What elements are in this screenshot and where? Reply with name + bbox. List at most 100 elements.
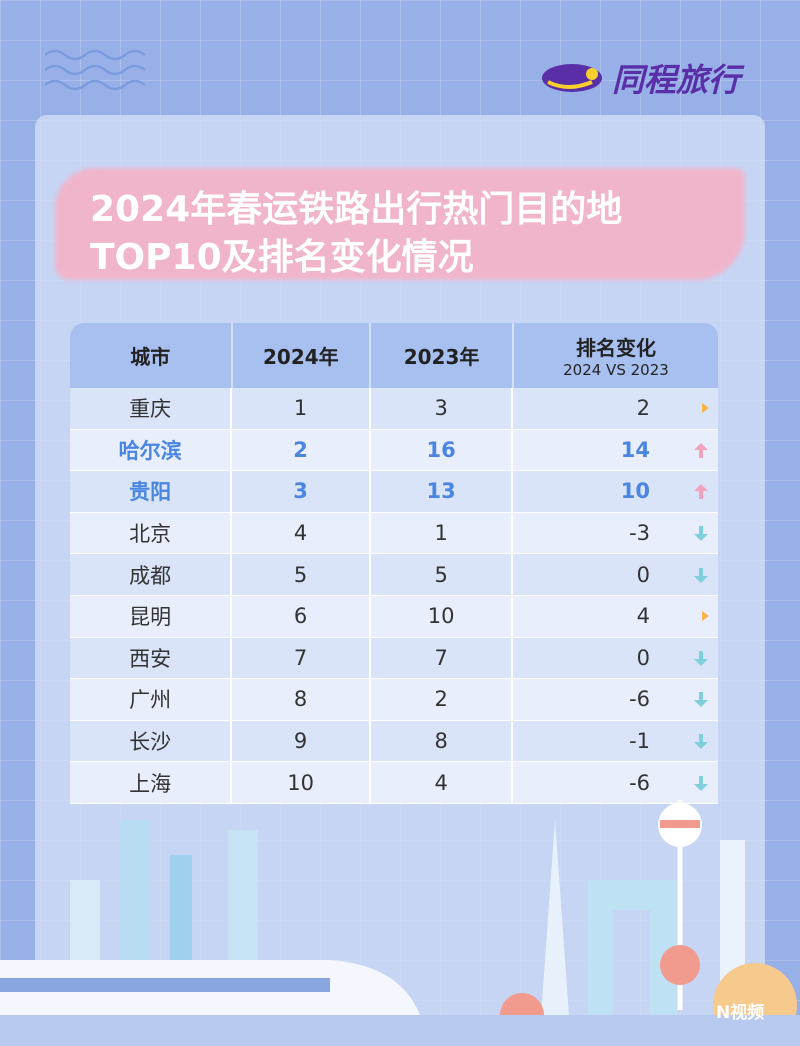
trend-arrow — [694, 734, 709, 750]
skyline — [0, 800, 800, 1046]
table-cell: 2 — [232, 429, 371, 471]
header-text: 2023年 — [403, 345, 480, 369]
header-row: 城市 2024年 2023年 排名变化 2024 VS 2023 — [70, 323, 718, 388]
table-cell: 5 — [371, 554, 514, 595]
rank-change: -6 — [629, 770, 651, 795]
cell-text: 广州 — [129, 688, 172, 713]
cell-text: 4 — [293, 521, 308, 546]
header-text: 城市 — [130, 345, 171, 369]
table-cell: 北京 — [70, 512, 233, 554]
table-row: 北京 4 1 -3 — [70, 512, 718, 555]
arrow-shape — [694, 526, 709, 542]
table-row: 贵阳 3 13 10 — [70, 471, 718, 513]
table-cell: 16 — [371, 429, 514, 471]
header-cell: 2024年 — [233, 323, 372, 388]
cell-text: 7 — [434, 645, 448, 670]
title-brush — [55, 168, 745, 280]
rank-change: 0 — [636, 645, 651, 670]
table-row: 上海 10 4 -6 — [70, 762, 718, 804]
table-cell: 10 — [371, 595, 514, 637]
trend-arrow — [694, 484, 709, 500]
title-line: TOP10及排名变化情况 — [90, 237, 474, 278]
cell-text: 重庆 — [129, 397, 172, 422]
table-cell: 成都 — [70, 554, 233, 595]
table-cell: 长沙 — [70, 720, 233, 762]
table-cell: -6 — [513, 762, 718, 803]
table-cell: 0 — [513, 638, 718, 679]
cell-text: 8 — [293, 687, 308, 712]
table-cell: 4 — [371, 762, 514, 803]
arrow-shape — [694, 734, 709, 750]
cell-text: 5 — [293, 562, 308, 587]
table-cell: 3 — [232, 471, 371, 512]
table-cell: -1 — [513, 721, 718, 762]
title-line: 2024年春运铁路出行热门目的地 — [90, 189, 623, 230]
table-cell: -6 — [513, 679, 718, 720]
table-cell: 昆明 — [70, 595, 233, 637]
arrow-shape — [694, 611, 710, 622]
rank-change: -3 — [629, 521, 651, 546]
table-cell: 3 — [371, 388, 514, 429]
footer-logo: N视频 — [716, 1003, 765, 1023]
table-cell: 13 — [371, 471, 514, 512]
arrow-shape — [694, 775, 709, 791]
rank-change: -1 — [629, 729, 651, 754]
header-cell: 2023年 — [371, 323, 514, 388]
table-cell: 西安 — [70, 637, 233, 679]
cell-text: 4 — [434, 770, 448, 795]
table-cell: 7 — [232, 637, 371, 679]
trend-arrow — [694, 775, 709, 791]
table-row: 西安 7 7 0 — [70, 637, 718, 680]
table-cell: 2 — [371, 679, 514, 720]
table-row: 广州 8 2 -6 — [70, 679, 718, 721]
cell-text: 哈尔滨 — [118, 438, 182, 463]
arrow-shape — [694, 403, 710, 414]
table-row: 哈尔滨 2 16 14 — [70, 429, 718, 472]
brand-logo — [542, 64, 602, 92]
cell-text: 3 — [434, 396, 448, 421]
cell-text: 16 — [426, 437, 456, 462]
cell-text: 2 — [293, 437, 308, 462]
trend-arrow — [694, 611, 710, 622]
brand: 同程旅行 — [612, 61, 741, 99]
cell-text: 昆明 — [129, 605, 172, 630]
cell-text: 10 — [287, 770, 314, 795]
table-cell: 7 — [371, 637, 514, 679]
header-subtext: 2024 VS 2023 — [563, 361, 669, 379]
header-text: 排名变化 — [575, 336, 656, 360]
table-cell: 9 — [232, 720, 371, 762]
table-cell: 5 — [232, 554, 371, 595]
trend-arrow — [694, 650, 709, 666]
table-row: 长沙 9 8 -1 — [70, 720, 718, 763]
table-cell: 1 — [371, 512, 514, 554]
table-row: 重庆 1 3 2 — [70, 388, 718, 430]
trend-arrow — [694, 526, 709, 542]
arrow-shape — [694, 484, 709, 500]
cell-text: 5 — [434, 562, 448, 587]
header-text: 2024年 — [263, 345, 339, 369]
table-cell: 14 — [513, 430, 718, 471]
header-cell: 城市 — [70, 323, 233, 388]
rank-change: 0 — [636, 562, 651, 587]
table-cell: 6 — [232, 595, 371, 637]
table-cell: 上海 — [70, 762, 233, 803]
trend-arrow — [694, 692, 709, 708]
table-cell: 8 — [371, 720, 514, 762]
cell-text: 6 — [293, 604, 308, 629]
table-cell: 0 — [513, 554, 718, 595]
cell-text: 3 — [293, 479, 308, 504]
cell-text: 13 — [426, 479, 456, 504]
table-cell: 哈尔滨 — [70, 429, 233, 471]
table: 城市 2024年 2023年 排名变化 2024 VS 2023 重庆 1 3 2 哈尔滨 2 16 1… — [70, 323, 718, 804]
rank-change: -6 — [629, 687, 651, 712]
trend-arrow — [694, 403, 710, 414]
rank-change: 14 — [620, 437, 651, 462]
trend-arrow — [694, 442, 709, 458]
table-cell: 贵阳 — [70, 471, 233, 512]
table-cell: -3 — [513, 513, 718, 554]
table-cell: 重庆 — [70, 388, 233, 429]
rank-change: 4 — [636, 604, 651, 629]
cell-text: 10 — [427, 604, 455, 629]
wave-decoration — [45, 49, 146, 91]
cell-text: 1 — [293, 396, 308, 421]
